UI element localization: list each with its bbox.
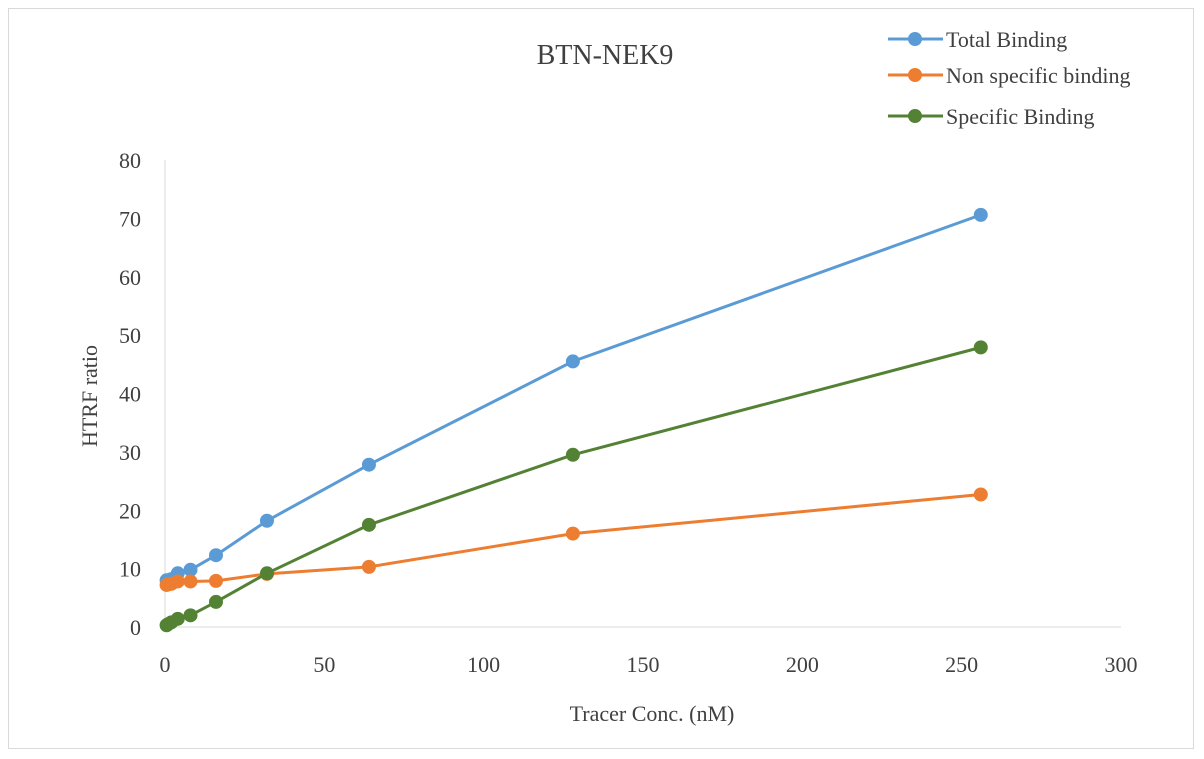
x-tick-label: 50 bbox=[313, 652, 335, 677]
y-tick-label: 50 bbox=[119, 323, 141, 348]
data-point bbox=[183, 608, 198, 623]
legend: Total Binding Non specific binding Specifi… bbox=[888, 27, 1131, 129]
data-point bbox=[183, 562, 198, 577]
data-point bbox=[170, 574, 185, 589]
series-2 bbox=[159, 340, 988, 633]
data-point bbox=[361, 559, 376, 574]
data-point bbox=[208, 573, 223, 588]
data-point bbox=[208, 548, 223, 563]
legend-swatch-marker bbox=[908, 68, 922, 82]
y-tick-label: 0 bbox=[130, 615, 141, 640]
legend-item: Total Binding bbox=[888, 27, 1067, 52]
data-point bbox=[973, 207, 988, 222]
data-point bbox=[565, 447, 580, 462]
y-axis-label: HTRF ratio bbox=[77, 345, 102, 447]
x-tick-label: 250 bbox=[945, 652, 978, 677]
data-point bbox=[361, 517, 376, 532]
axes: 0 10 20 30 40 50 60 70 80 0 50 100 150 200 250 300 bbox=[119, 148, 1138, 677]
data-point bbox=[973, 340, 988, 355]
legend-label: Specific Binding bbox=[946, 104, 1094, 129]
x-tick-label: 0 bbox=[160, 652, 171, 677]
y-tick-label: 10 bbox=[119, 557, 141, 582]
series-layer bbox=[159, 207, 988, 633]
legend-label: Non specific binding bbox=[946, 63, 1131, 88]
series-line bbox=[165, 345, 982, 627]
data-point bbox=[565, 354, 580, 369]
data-point bbox=[973, 487, 988, 502]
legend-swatch-marker bbox=[908, 32, 922, 46]
legend-item: Specific Binding bbox=[888, 104, 1094, 129]
x-tick-label: 150 bbox=[627, 652, 660, 677]
legend-item: Non specific binding bbox=[888, 63, 1131, 88]
x-axis-label: Tracer Conc. (nM) bbox=[570, 701, 735, 726]
y-tick-label: 30 bbox=[119, 440, 141, 465]
y-tick-label: 80 bbox=[119, 148, 141, 173]
data-point bbox=[259, 566, 274, 581]
data-point bbox=[565, 526, 580, 541]
legend-swatch-marker bbox=[908, 109, 922, 123]
data-point bbox=[361, 457, 376, 472]
x-tick-label: 100 bbox=[467, 652, 500, 677]
series-line bbox=[166, 213, 982, 582]
y-tick-label: 20 bbox=[119, 498, 141, 523]
series-1 bbox=[159, 487, 988, 592]
data-point bbox=[208, 594, 223, 609]
legend-label: Total Binding bbox=[946, 27, 1067, 52]
data-point bbox=[183, 574, 198, 589]
data-point bbox=[259, 513, 274, 528]
y-tick-label: 70 bbox=[119, 206, 141, 231]
y-tick-label: 60 bbox=[119, 265, 141, 290]
x-tick-label: 200 bbox=[786, 652, 819, 677]
data-point bbox=[170, 611, 185, 626]
chart-title: BTN-NEK9 bbox=[537, 40, 674, 71]
chart-frame bbox=[8, 8, 1194, 749]
y-tick-label: 40 bbox=[119, 382, 141, 407]
x-tick-label: 300 bbox=[1105, 652, 1138, 677]
